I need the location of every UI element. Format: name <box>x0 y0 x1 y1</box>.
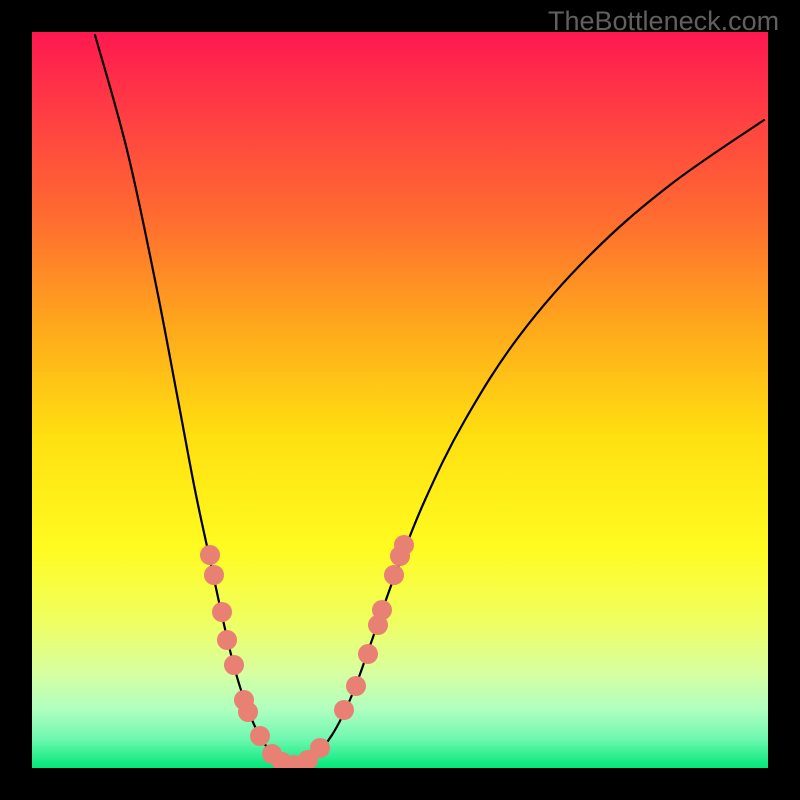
data-marker <box>394 535 414 555</box>
watermark-text: TheBottleneck.com <box>548 6 779 37</box>
chart-svg <box>32 32 768 768</box>
data-marker <box>204 565 224 585</box>
plot-area <box>32 32 768 768</box>
data-marker <box>346 676 366 696</box>
data-marker <box>212 602 232 622</box>
data-marker <box>224 655 244 675</box>
data-marker <box>217 630 237 650</box>
data-marker <box>358 644 378 664</box>
data-marker <box>310 738 330 758</box>
outer-frame: TheBottleneck.com <box>0 0 800 800</box>
data-marker <box>372 600 392 620</box>
data-marker <box>200 545 220 565</box>
data-marker <box>250 726 270 746</box>
gradient-background <box>32 32 768 768</box>
data-marker <box>238 702 258 722</box>
data-marker <box>334 700 354 720</box>
data-marker <box>384 565 404 585</box>
